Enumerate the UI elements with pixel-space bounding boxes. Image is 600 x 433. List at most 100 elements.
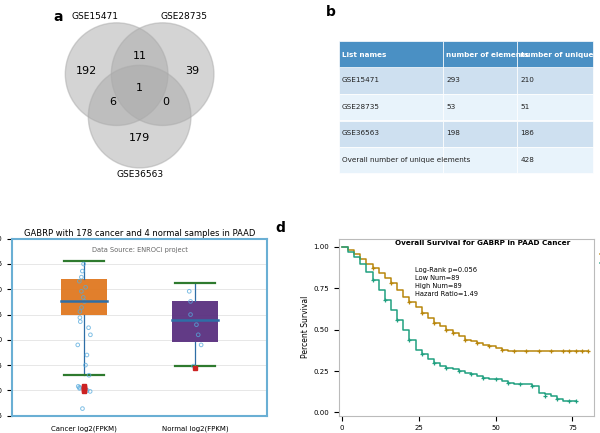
low: [566, 349, 573, 354]
Bar: [443, 68, 517, 94]
Bar: [339, 147, 443, 173]
high: [572, 398, 579, 404]
Text: Overall Survival for GABRP in PAAD Cancer: Overall Survival for GABRP in PAAD Cance…: [395, 240, 570, 246]
Point: [77, 288, 86, 295]
Point: [85, 388, 95, 395]
low: [541, 349, 548, 354]
Bar: [61, 279, 107, 314]
Point: [79, 294, 88, 301]
Point: [82, 352, 92, 359]
Text: GSE28735: GSE28735: [160, 12, 208, 21]
Text: 0: 0: [163, 97, 170, 107]
Point: [74, 278, 84, 284]
Text: 192: 192: [76, 65, 97, 76]
Point: [191, 321, 201, 328]
Point: [80, 362, 90, 368]
high: [338, 244, 346, 249]
high: [418, 352, 425, 357]
Point: [80, 386, 90, 393]
Text: 428: 428: [520, 157, 535, 163]
Bar: [443, 94, 517, 120]
Point: [81, 284, 91, 291]
Bar: [339, 41, 443, 69]
Text: 186: 186: [520, 130, 535, 136]
low: [523, 349, 530, 354]
Bar: [517, 94, 593, 120]
low: [584, 349, 592, 354]
Text: Overall number of unique elements: Overall number of unique elements: [342, 157, 470, 163]
high: [418, 347, 425, 352]
Bar: [517, 120, 593, 147]
Text: number of unique elements: number of unique elements: [520, 52, 600, 58]
low: [473, 340, 481, 346]
Circle shape: [112, 23, 214, 126]
Text: d: d: [275, 221, 285, 235]
Text: Log-Rank p=0.056
Low Num=89
High Num=89
Hazard Ratio=1.49: Log-Rank p=0.056 Low Num=89 High Num=89 …: [415, 267, 478, 297]
Point: [73, 383, 83, 390]
Point: [79, 261, 88, 268]
Point: [184, 288, 194, 295]
Line: low: low: [342, 247, 588, 351]
Bar: [443, 41, 517, 69]
Text: number of elements: number of elements: [446, 52, 529, 58]
Text: 1: 1: [136, 83, 143, 93]
Text: Data Source: ENROCi project: Data Source: ENROCi project: [92, 247, 188, 253]
Point: [77, 268, 87, 275]
Point: [188, 363, 198, 370]
Text: GSE36563: GSE36563: [342, 130, 380, 136]
Circle shape: [65, 23, 168, 126]
Point: [84, 372, 94, 379]
Bar: [339, 68, 443, 94]
Text: 198: 198: [446, 130, 460, 136]
Point: [75, 385, 85, 392]
low: [504, 349, 511, 354]
Text: 210: 210: [520, 78, 535, 83]
Text: 293: 293: [446, 78, 460, 83]
Text: GSE15471: GSE15471: [72, 12, 119, 21]
Point: [76, 318, 85, 325]
Text: GSE28735: GSE28735: [342, 104, 380, 110]
Text: a: a: [53, 10, 62, 24]
high: [560, 398, 567, 404]
Bar: [339, 94, 443, 120]
Point: [84, 324, 94, 331]
Text: GSE36563: GSE36563: [116, 170, 163, 179]
low: [553, 349, 560, 354]
Point: [86, 331, 95, 338]
Bar: [443, 147, 517, 173]
high: [388, 297, 395, 303]
Point: [82, 387, 92, 394]
Bar: [339, 120, 443, 147]
Text: 53: 53: [446, 104, 456, 110]
Bar: [443, 120, 517, 147]
high: [467, 372, 475, 377]
Text: b: b: [326, 5, 336, 19]
Point: [80, 298, 89, 305]
high: [443, 363, 450, 368]
Line: high: high: [342, 247, 575, 401]
Text: List names: List names: [342, 52, 386, 58]
Point: [196, 342, 206, 349]
Text: 51: 51: [520, 104, 530, 110]
Point: [73, 342, 83, 349]
Point: [193, 331, 203, 338]
Bar: [517, 41, 593, 69]
Bar: [172, 301, 218, 342]
low: [492, 345, 499, 350]
Point: [186, 298, 196, 305]
Point: [75, 384, 85, 391]
Point: [77, 405, 87, 412]
Text: 179: 179: [129, 133, 150, 143]
Point: [186, 311, 196, 318]
Circle shape: [88, 65, 191, 168]
Text: GSE15471: GSE15471: [342, 78, 380, 83]
high: [437, 360, 444, 365]
Bar: [517, 68, 593, 94]
Bar: [517, 147, 593, 173]
Text: 6: 6: [110, 97, 116, 107]
Text: 39: 39: [185, 65, 200, 76]
Y-axis label: Percent Survival: Percent Survival: [301, 296, 310, 359]
Point: [77, 274, 86, 281]
Text: 11: 11: [133, 52, 146, 61]
Title: GABRP with 178 cancer and 4 normal samples in PAAD: GABRP with 178 cancer and 4 normal sampl…: [24, 229, 256, 238]
